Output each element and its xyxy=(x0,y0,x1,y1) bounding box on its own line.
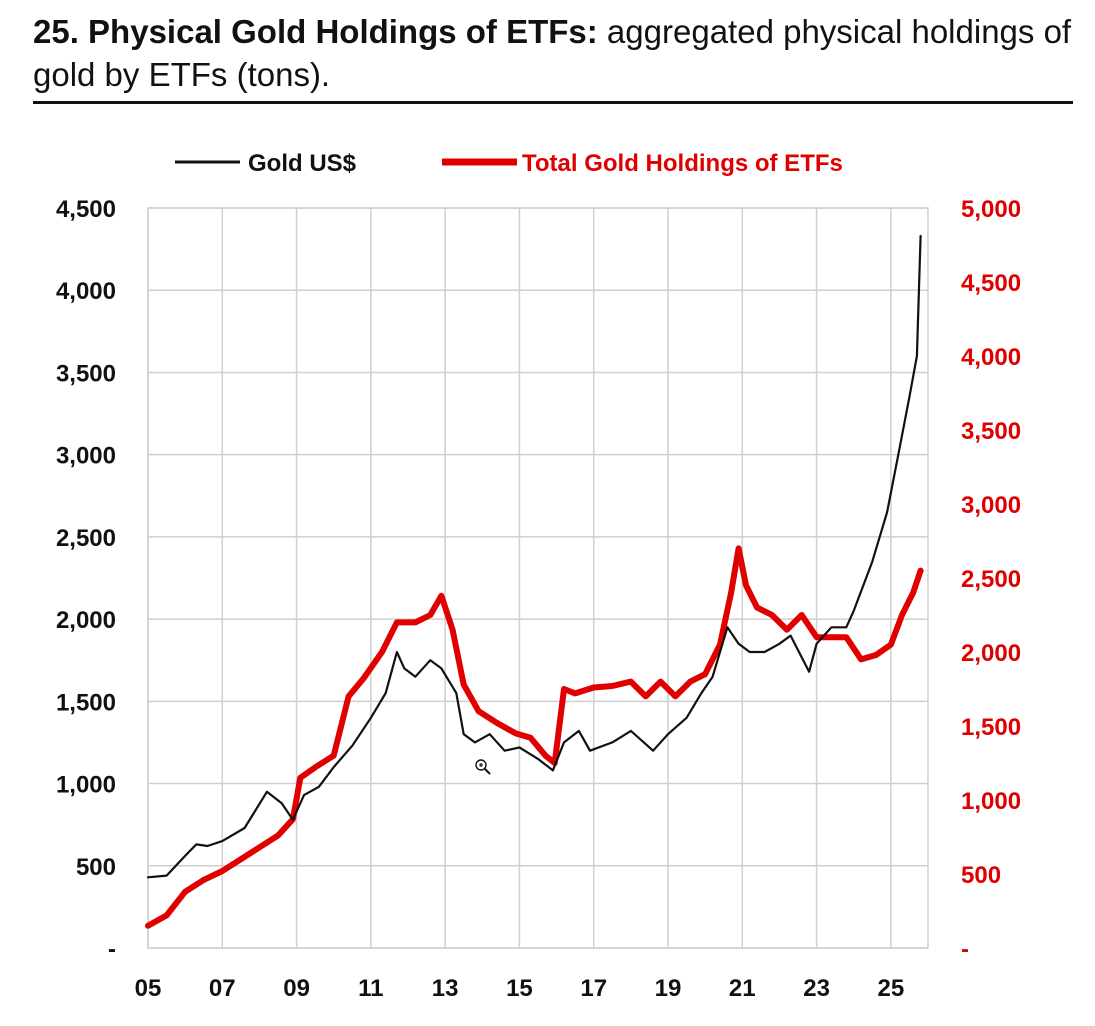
title-rule xyxy=(33,101,1073,104)
y-left-tick-label: 2,500 xyxy=(56,525,116,552)
x-axis-ticks: 05 07 09 11 13 15 17 19 21 23 25 xyxy=(135,975,905,1002)
y-left-tick-label: 500 xyxy=(76,854,116,881)
legend: Gold US$ Total Gold Holdings of ETFs xyxy=(175,150,843,177)
y-left-tick-label: 3,500 xyxy=(56,360,116,387)
chart-title: 25. Physical Gold Holdings of ETFs: aggr… xyxy=(33,10,1073,96)
x-tick-label: 19 xyxy=(655,975,682,1002)
y-right-tick-label: 2,500 xyxy=(961,566,1021,593)
y-right-tick-label: 4,000 xyxy=(961,344,1021,371)
x-tick-label: 11 xyxy=(358,975,383,1002)
zoom-cursor-handle xyxy=(484,768,491,775)
x-tick-label: 07 xyxy=(209,975,236,1002)
y-right-tick-label: 3,000 xyxy=(961,492,1021,519)
y-right-tick-label: 2,000 xyxy=(961,640,1021,667)
y-right-tick-label: 500 xyxy=(961,862,1001,889)
y-left-tick-label: 4,000 xyxy=(56,278,116,305)
y-left-tick-label: 1,000 xyxy=(56,772,116,799)
right-axis-ticks: - 500 1,000 1,500 2,000 2,500 3,000 3,500 4,000 4… xyxy=(961,196,1021,963)
plot-area xyxy=(147,207,929,949)
x-tick-label: 05 xyxy=(135,975,162,1002)
x-tick-label: 13 xyxy=(432,975,459,1002)
x-tick-label: 23 xyxy=(803,975,830,1002)
chart-title-description: aggregated physical holdings of gold by … xyxy=(33,13,1072,93)
gridlines xyxy=(147,207,928,949)
zoom-cursor xyxy=(475,759,491,775)
y-left-tick-label: - xyxy=(108,936,116,963)
left-axis-ticks: - 500 1,000 1,500 2,000 2,500 3,000 3,500 4,000 4… xyxy=(56,196,116,963)
legend-label-etf: Total Gold Holdings of ETFs xyxy=(522,150,843,177)
series-line-gold-usd xyxy=(146,234,922,879)
x-tick-label: 17 xyxy=(580,975,607,1002)
y-left-tick-label: 4,500 xyxy=(56,196,116,223)
y-right-tick-label: 1,500 xyxy=(961,714,1021,741)
y-left-tick-label: 2,000 xyxy=(56,607,116,634)
x-tick-label: 25 xyxy=(878,975,905,1002)
y-right-tick-label: 1,000 xyxy=(961,788,1021,815)
y-right-tick-label: - xyxy=(961,936,969,963)
chart-title-bold: 25. Physical Gold Holdings of ETFs: xyxy=(33,13,598,50)
chart-header: 25. Physical Gold Holdings of ETFs: aggr… xyxy=(33,10,1073,96)
legend-label-gold: Gold US$ xyxy=(248,150,357,177)
y-left-tick-label: 3,000 xyxy=(56,443,116,470)
y-right-tick-label: 3,500 xyxy=(961,418,1021,445)
y-right-tick-label: 5,000 xyxy=(961,196,1021,223)
x-tick-label: 21 xyxy=(729,975,756,1002)
x-tick-label: 09 xyxy=(283,975,310,1002)
series-line-total-etf-holdings xyxy=(145,545,924,929)
series-group xyxy=(145,234,924,929)
x-tick-label: 15 xyxy=(506,975,533,1002)
y-right-tick-label: 4,500 xyxy=(961,270,1021,297)
y-left-tick-label: 1,500 xyxy=(56,689,116,716)
